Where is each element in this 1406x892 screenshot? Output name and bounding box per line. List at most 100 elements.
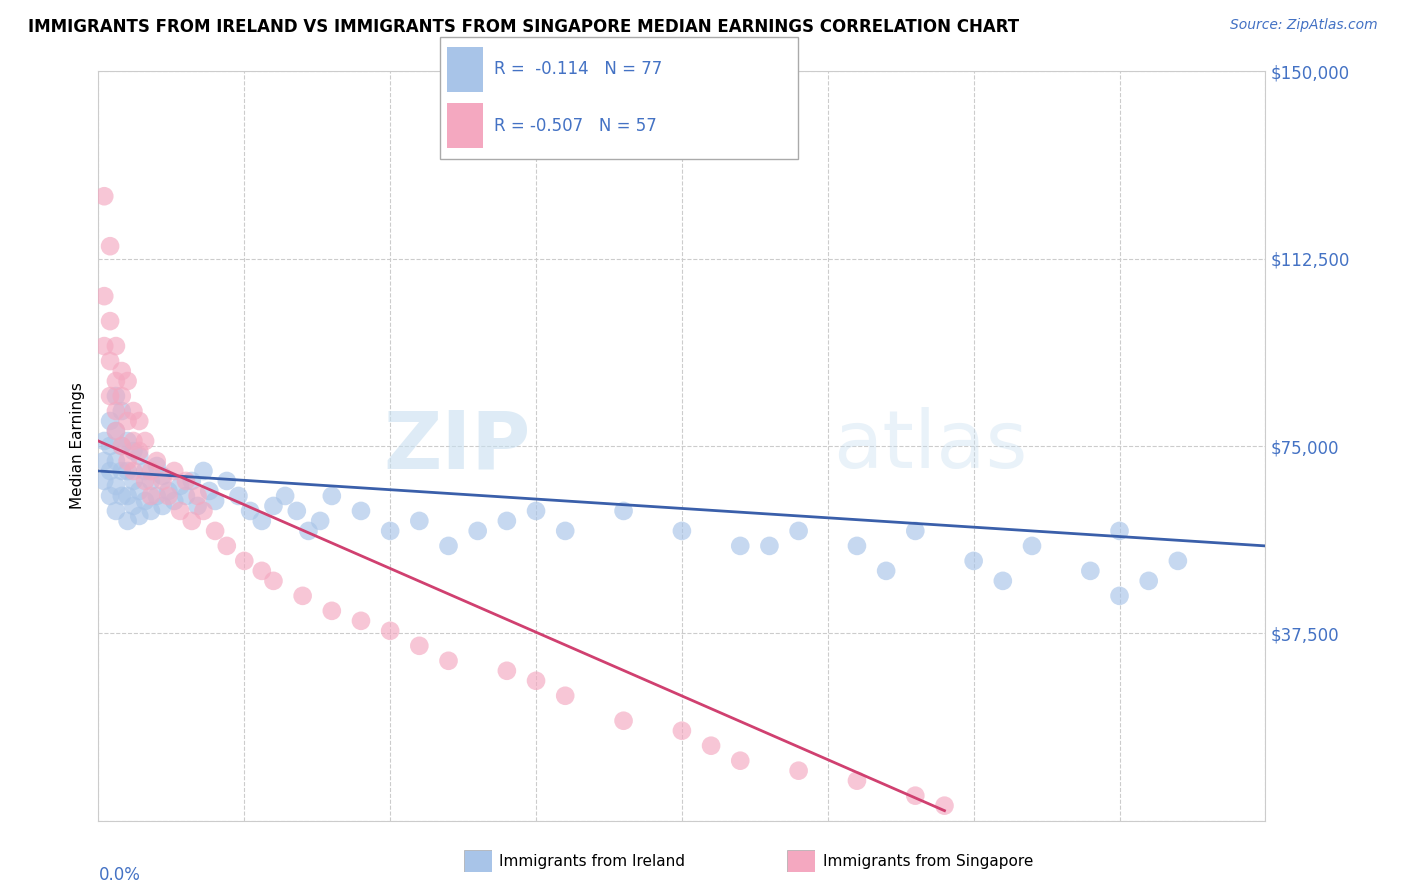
Point xyxy=(146,458,169,473)
Point xyxy=(134,474,156,488)
Point xyxy=(117,489,139,503)
Point xyxy=(163,464,186,478)
Point xyxy=(117,434,139,448)
Point xyxy=(128,508,150,523)
Point xyxy=(408,514,430,528)
Point xyxy=(111,464,134,478)
Point xyxy=(152,499,174,513)
Point xyxy=(250,564,273,578)
Point xyxy=(93,289,115,303)
Point xyxy=(146,454,169,468)
Point xyxy=(93,339,115,353)
Point xyxy=(1167,554,1189,568)
Point xyxy=(117,464,139,478)
Point xyxy=(134,464,156,478)
Point xyxy=(193,504,215,518)
Point xyxy=(496,664,519,678)
Point xyxy=(187,499,209,513)
Point xyxy=(291,589,314,603)
Point xyxy=(117,414,139,428)
Point xyxy=(787,764,810,778)
Point xyxy=(408,639,430,653)
Point xyxy=(554,524,576,538)
Point xyxy=(204,524,226,538)
Point xyxy=(111,439,134,453)
Point xyxy=(198,483,221,498)
Point xyxy=(285,504,308,518)
Point xyxy=(1108,524,1130,538)
Point xyxy=(730,754,752,768)
Y-axis label: Median Earnings: Median Earnings xyxy=(69,383,84,509)
Point xyxy=(875,564,897,578)
Point xyxy=(104,374,127,388)
Point xyxy=(524,504,547,518)
Point xyxy=(321,604,343,618)
Point xyxy=(98,489,121,503)
Point xyxy=(700,739,723,753)
Point xyxy=(787,524,810,538)
Point xyxy=(98,354,121,368)
Point xyxy=(122,444,145,458)
Point xyxy=(524,673,547,688)
Point xyxy=(180,514,202,528)
Point xyxy=(758,539,780,553)
Point xyxy=(169,479,191,493)
Point xyxy=(104,389,127,403)
Point xyxy=(98,389,121,403)
Point xyxy=(204,494,226,508)
Point xyxy=(1108,589,1130,603)
Point xyxy=(139,489,162,503)
FancyBboxPatch shape xyxy=(447,47,484,92)
Point xyxy=(104,504,127,518)
Point xyxy=(111,364,134,378)
Point xyxy=(111,489,134,503)
FancyBboxPatch shape xyxy=(440,37,797,160)
Point xyxy=(152,474,174,488)
Point xyxy=(904,789,927,803)
Point xyxy=(93,434,115,448)
Point xyxy=(846,539,869,553)
Point xyxy=(239,504,262,518)
Point xyxy=(104,404,127,418)
Point xyxy=(128,444,150,458)
Point xyxy=(117,454,139,468)
Point xyxy=(93,454,115,468)
Point xyxy=(437,539,460,553)
Point xyxy=(163,494,186,508)
Point xyxy=(98,239,121,253)
Point xyxy=(350,504,373,518)
Point xyxy=(215,474,238,488)
Point xyxy=(309,514,332,528)
Point xyxy=(139,474,162,488)
Point xyxy=(262,499,284,513)
Text: R =  -0.114   N = 77: R = -0.114 N = 77 xyxy=(495,61,662,78)
Point xyxy=(496,514,519,528)
Point xyxy=(134,434,156,448)
Point xyxy=(128,483,150,498)
Point xyxy=(1137,574,1160,588)
Point xyxy=(174,474,197,488)
Point xyxy=(671,723,693,738)
Point xyxy=(297,524,319,538)
Point xyxy=(187,489,209,503)
FancyBboxPatch shape xyxy=(787,850,815,872)
Point xyxy=(98,464,121,478)
Point xyxy=(437,654,460,668)
Point xyxy=(104,339,127,353)
Point xyxy=(991,574,1014,588)
Point xyxy=(169,504,191,518)
Point xyxy=(93,189,115,203)
Point xyxy=(122,499,145,513)
Point xyxy=(904,524,927,538)
Point xyxy=(104,424,127,438)
Point xyxy=(554,689,576,703)
Point xyxy=(104,479,127,493)
FancyBboxPatch shape xyxy=(464,850,492,872)
Text: Immigrants from Singapore: Immigrants from Singapore xyxy=(823,855,1033,869)
Point xyxy=(174,489,197,503)
Point xyxy=(122,464,145,478)
Point xyxy=(1080,564,1102,578)
Point xyxy=(467,524,489,538)
Point xyxy=(228,489,250,503)
Point xyxy=(671,524,693,538)
